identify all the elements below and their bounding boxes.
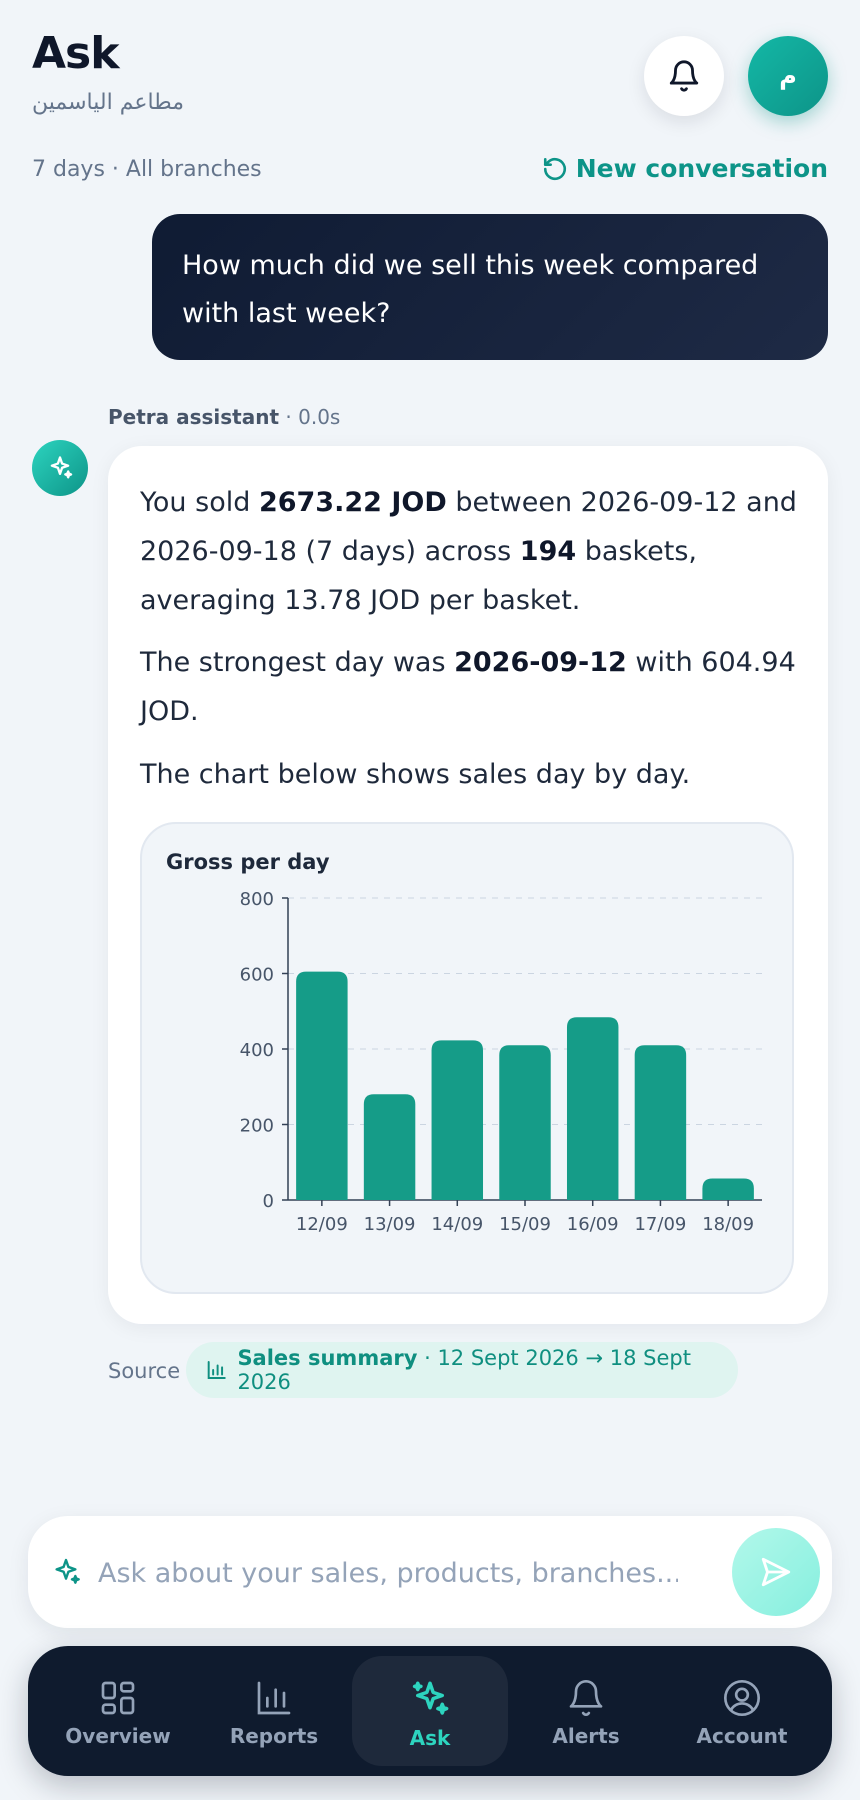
chart-container: Gross per day 0 200 400 600 800 12/09 13/09 14/… (140, 822, 794, 1294)
y-tick-label: 0 (263, 1191, 274, 1212)
x-tick-label: 15/09 (499, 1214, 551, 1235)
y-tick-label: 600 (240, 965, 274, 986)
ask-input[interactable] (96, 1546, 680, 1600)
sparkle-icon (55, 1558, 80, 1584)
bar-chart-icon (207, 1360, 226, 1380)
chart-title: Gross per day (166, 850, 330, 874)
bar (566, 1017, 619, 1200)
bottom-navigation: Overview Reports Ask Alerts Account (28, 1646, 832, 1776)
sparkle-icon (50, 456, 73, 479)
bar (634, 1045, 687, 1200)
x-tick-label: 13/09 (364, 1214, 416, 1235)
nav-item-account[interactable]: Account (664, 1656, 820, 1766)
x-tick-label: 12/09 (296, 1214, 348, 1235)
source-chip[interactable]: Sales summary · 12 Sept 2026 → 18 Sept 2… (186, 1342, 738, 1398)
summary-paragraph: You sold 2673.22 JOD between 2026-09-12 … (140, 487, 797, 616)
notifications-button[interactable] (644, 36, 724, 116)
nav-label: Overview (65, 1724, 171, 1748)
new-conversation-label: New conversation (575, 154, 828, 183)
nav-item-ask[interactable]: Ask (352, 1656, 508, 1766)
bar (702, 1178, 754, 1200)
sparkle-icon (412, 1681, 449, 1715)
x-tick-label: 14/09 (431, 1214, 483, 1235)
grid-icon (101, 1681, 135, 1715)
y-tick-label: 200 (240, 1116, 274, 1137)
ask-input-bar (28, 1516, 832, 1628)
chart-intro-paragraph: The chart below shows sales day by day. (140, 759, 691, 790)
bar-chart: 0 200 400 600 800 12/09 13/09 14/09 15/09 16/09 17… (240, 889, 762, 1235)
bell-icon (569, 1680, 603, 1716)
user-circle-icon (724, 1680, 760, 1716)
nav-label: Ask (409, 1726, 451, 1750)
assistant-avatar (32, 440, 88, 496)
source-label: Source (108, 1359, 181, 1383)
source-title: Sales summary (237, 1346, 418, 1370)
bell-icon (669, 60, 699, 92)
bar (296, 971, 348, 1200)
x-tick-label: 16/09 (567, 1214, 619, 1235)
nav-label: Reports (229, 1724, 319, 1748)
strongest-day-paragraph: The strongest day was 2026-09-12 with 60… (140, 647, 796, 727)
bar (363, 1094, 416, 1200)
send-button[interactable] (732, 1528, 820, 1616)
y-tick-label: 400 (240, 1040, 274, 1061)
avatar[interactable]: م (748, 36, 828, 116)
assistant-message-card: You sold 2673.22 JOD between 2026-09-12 … (108, 446, 828, 1324)
nav-item-reports[interactable]: Reports (196, 1656, 352, 1766)
send-icon (761, 1557, 791, 1587)
nav-label: Account (696, 1724, 788, 1748)
page-title: Ask (32, 28, 120, 79)
assistant-label: Petra assistant · 0.0s (108, 405, 340, 429)
y-tick-label: 800 (240, 889, 274, 910)
user-message: How much did we sell this week compared … (152, 214, 828, 360)
restaurant-name: مطاعم الياسمين (32, 90, 184, 115)
nav-item-overview[interactable]: Overview (40, 1656, 196, 1766)
nav-label: Alerts (552, 1724, 620, 1748)
bar (431, 1040, 484, 1200)
source-range: · 12 Sept 2026 → 18 Sept 2026 (237, 1346, 691, 1394)
assistant-latency: · 0.0s (285, 405, 341, 429)
nav-item-alerts[interactable]: Alerts (508, 1656, 664, 1766)
filter-summary: 7 days · All branches (32, 157, 262, 182)
x-tick-label: 17/09 (634, 1214, 686, 1235)
refresh-icon (543, 157, 566, 180)
x-tick-label: 18/09 (702, 1214, 754, 1235)
assistant-name: Petra assistant (108, 405, 280, 429)
new-conversation-button[interactable]: New conversation (542, 154, 828, 183)
bar-chart-icon (257, 1681, 291, 1715)
bar (499, 1045, 551, 1200)
